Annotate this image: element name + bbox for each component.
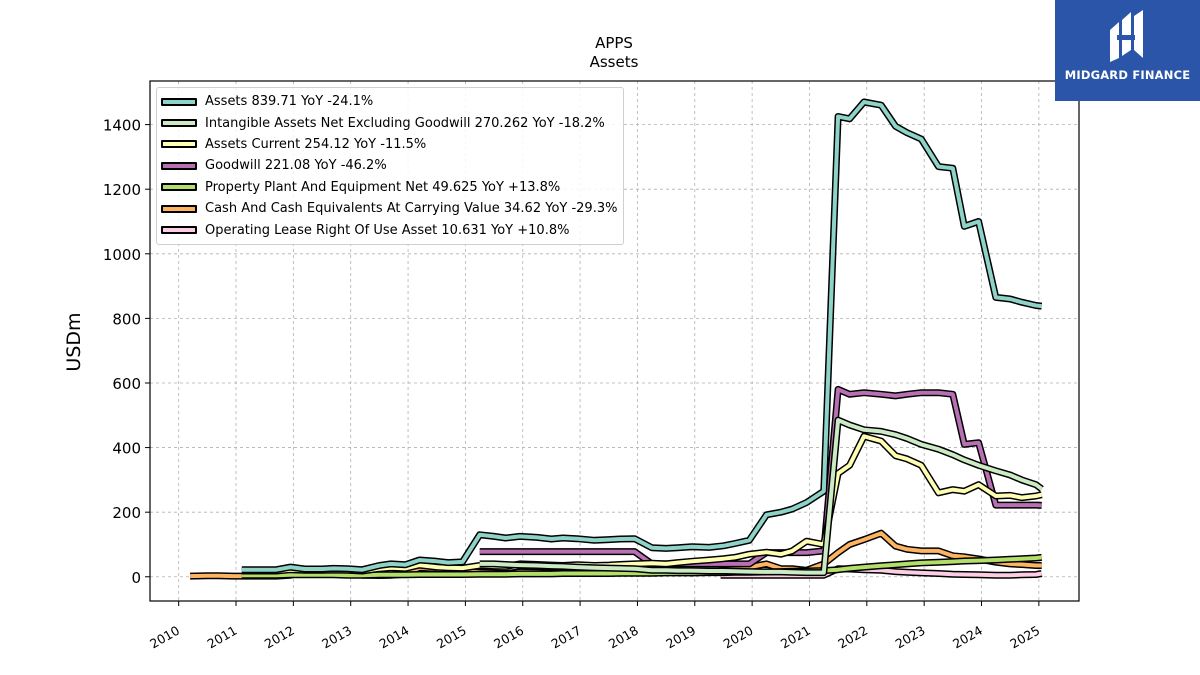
legend-item: Cash And Cash Equivalents At Carrying Va… xyxy=(161,198,617,219)
x-tick-label: 2025 xyxy=(1007,623,1042,652)
x-tick-label: 2023 xyxy=(893,623,928,652)
legend-swatch xyxy=(161,183,197,192)
brand-name: MIDGARD FINANCE xyxy=(1064,68,1191,82)
legend-label: Intangible Assets Net Excluding Goodwill… xyxy=(205,115,605,131)
legend-label: Property Plant And Equipment Net 49.625 … xyxy=(205,179,561,195)
legend-item: Property Plant And Equipment Net 49.625 … xyxy=(161,177,617,198)
midgard-logo-icon xyxy=(1110,10,1143,62)
x-tick-label: 2017 xyxy=(549,623,584,652)
legend-item: Goodwill 221.08 YoY -46.2% xyxy=(161,155,617,176)
x-tick-label: 2018 xyxy=(606,623,641,652)
chart-subtitle: Assets xyxy=(590,53,639,71)
legend-swatch xyxy=(161,97,197,106)
y-tick-label: 600 xyxy=(112,375,141,393)
series-lines xyxy=(190,98,1044,580)
y-tick-label: 800 xyxy=(112,310,141,328)
x-tick-label: 2021 xyxy=(778,623,813,652)
brand-logo: MIDGARD FINANCE xyxy=(1055,0,1200,101)
y-tick-label: 1400 xyxy=(103,117,141,135)
y-tick-label: 0 xyxy=(131,569,141,587)
series-line xyxy=(241,432,1043,575)
legend-label: Goodwill 221.08 YoY -46.2% xyxy=(205,158,387,174)
y-tick-label: 400 xyxy=(112,440,141,458)
x-tick-label: 2011 xyxy=(204,623,239,652)
legend-item: Assets Current 254.12 YoY -11.5% xyxy=(161,134,617,155)
legend-label: Operating Lease Right Of Use Asset 10.63… xyxy=(205,222,570,238)
y-tick-label: 1200 xyxy=(103,181,141,199)
x-tick-label: 2024 xyxy=(950,623,985,652)
x-tick-label: 2020 xyxy=(721,623,756,652)
plot-frame xyxy=(149,80,1080,602)
legend-swatch xyxy=(161,226,197,235)
legend: Assets 839.71 YoY -24.1% Intangible Asset… xyxy=(156,87,625,245)
x-tick-label: 2010 xyxy=(147,623,182,652)
x-tick-label: 2013 xyxy=(319,623,354,652)
series-stroke xyxy=(241,100,1042,572)
series-stroke xyxy=(241,434,1043,573)
legend-swatch xyxy=(161,140,197,149)
legend-label: Assets Current 254.12 YoY -11.5% xyxy=(205,136,427,152)
legend-item: Assets 839.71 YoY -24.1% xyxy=(161,91,617,112)
y-axis-label: USDm xyxy=(63,312,85,371)
x-tick-label: 2019 xyxy=(663,623,698,652)
y-axis: 0 200 400 600 800 1000 1200 1400 xyxy=(103,117,150,587)
chart-title: APPS xyxy=(595,34,633,52)
x-axis: 2010 2011 2012 2013 2014 2015 2016 2017 2018 2019… xyxy=(147,601,1042,652)
x-tick-label: 2015 xyxy=(434,623,469,652)
x-tick-label: 2022 xyxy=(835,623,870,652)
x-tick-label: 2012 xyxy=(262,623,297,652)
series-line xyxy=(479,416,1044,577)
series-line xyxy=(241,98,1043,574)
legend-item: Operating Lease Right Of Use Asset 10.63… xyxy=(161,219,617,240)
y-tick-label: 200 xyxy=(112,504,141,522)
x-tick-label: 2014 xyxy=(377,623,412,652)
legend-item: Intangible Assets Net Excluding Goodwill… xyxy=(161,112,617,133)
legend-label: Cash And Cash Equivalents At Carrying Va… xyxy=(205,201,618,217)
legend-swatch xyxy=(161,161,197,170)
y-tick-label: 1000 xyxy=(103,246,141,264)
legend-swatch xyxy=(161,119,197,128)
series-stroke xyxy=(479,418,1043,575)
legend-label: Assets 839.71 YoY -24.1% xyxy=(205,94,374,110)
legend-swatch xyxy=(161,204,197,213)
x-tick-label: 2016 xyxy=(491,623,526,652)
